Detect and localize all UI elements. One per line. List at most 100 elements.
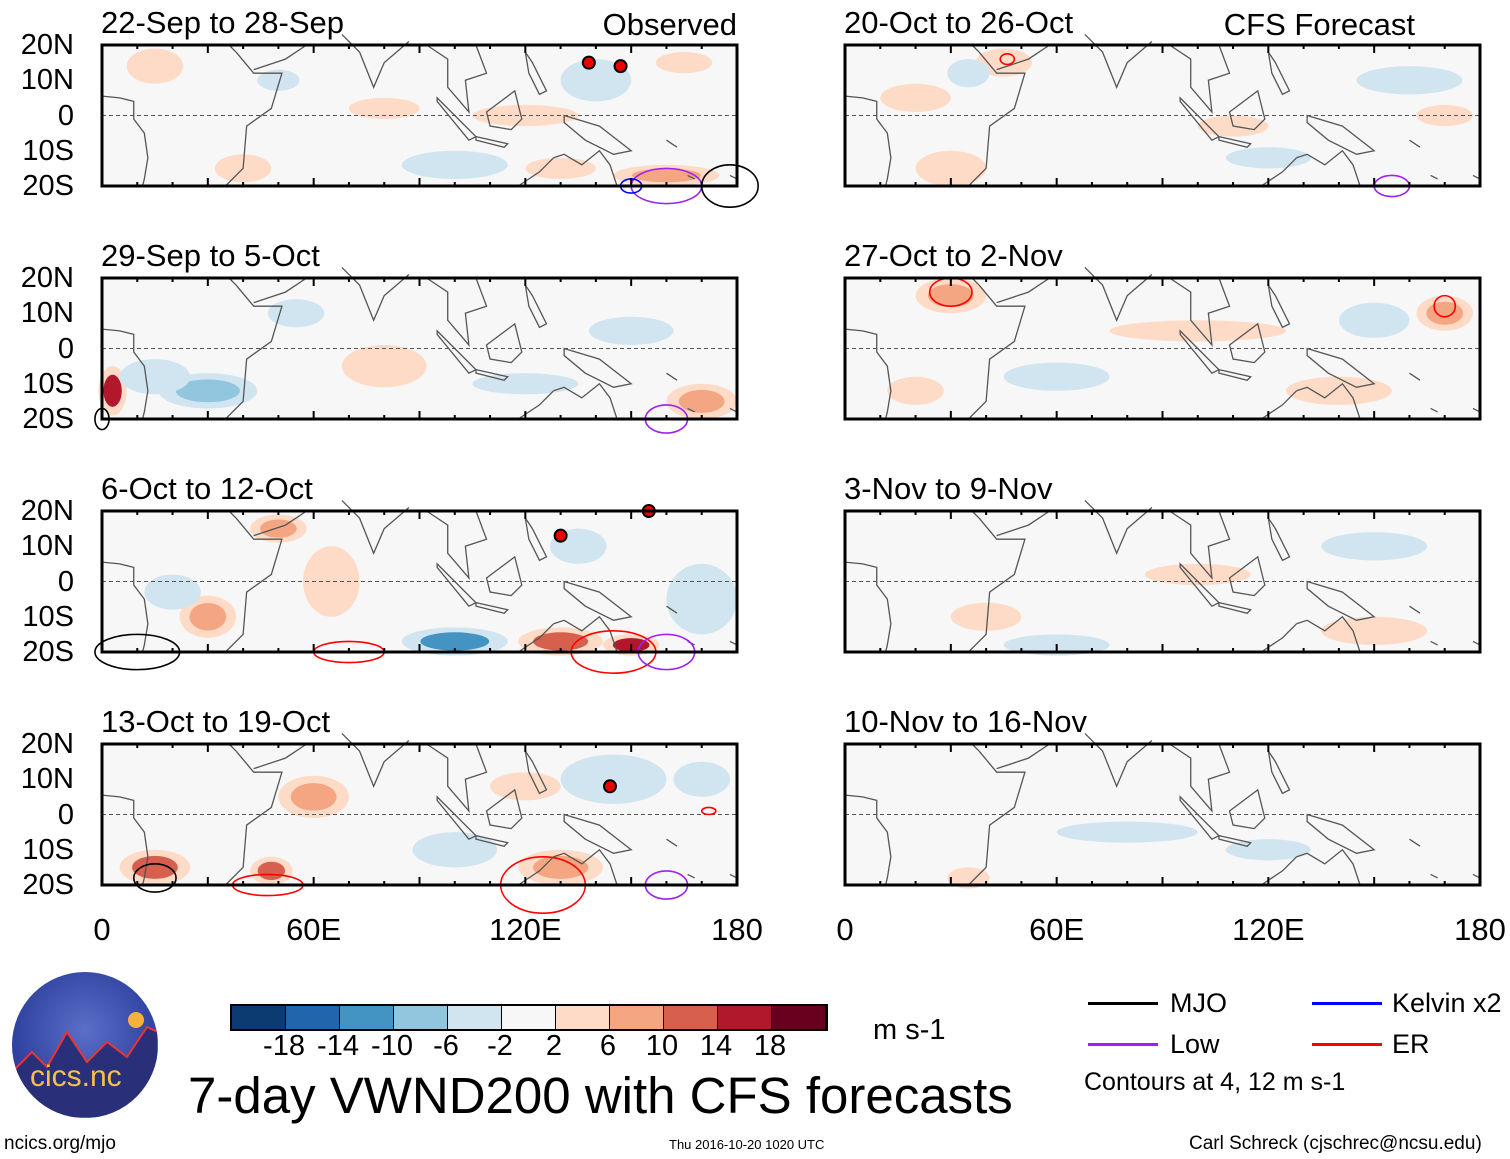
lon-tick-label: 60E <box>1029 912 1085 947</box>
map-panel <box>843 511 1482 656</box>
anomaly-shading <box>1321 532 1428 561</box>
coastline <box>564 349 631 388</box>
coastline <box>254 744 307 769</box>
er-contour <box>999 53 1016 66</box>
lat-tick-label: 10N <box>20 530 74 563</box>
anomaly-shading <box>257 69 300 91</box>
tropical-cyclone-icon <box>581 55 596 70</box>
coastline <box>1219 137 1251 148</box>
anomaly-shading <box>588 316 674 345</box>
coastline <box>554 617 618 652</box>
anomaly-shading <box>678 576 725 623</box>
map-panel <box>100 45 759 208</box>
anomaly-shading <box>257 861 286 881</box>
anomaly-shading <box>1356 66 1463 95</box>
coastline <box>564 116 631 155</box>
coastline <box>1307 349 1374 388</box>
legend-line-er <box>1312 1043 1382 1046</box>
lat-tick-label: 10S <box>22 134 74 167</box>
coastline <box>1307 582 1374 621</box>
anomaly-shading <box>678 389 725 413</box>
anomaly-shading <box>915 150 987 186</box>
coastline <box>487 91 522 130</box>
coastline <box>666 839 677 846</box>
anomaly-shading <box>189 603 227 631</box>
coastline <box>437 331 476 373</box>
coastline <box>1431 175 1438 179</box>
coastline <box>427 511 487 578</box>
lon-tick-label: 120E <box>1232 912 1305 947</box>
coastline <box>666 140 677 147</box>
coastline <box>554 151 618 186</box>
coastline <box>1268 52 1289 94</box>
coastline <box>102 96 148 186</box>
anomaly-shading <box>131 855 178 879</box>
coastline <box>1180 797 1219 839</box>
coastline <box>225 52 281 186</box>
coastline <box>487 324 522 363</box>
lat-tick-label: 20N <box>20 728 74 760</box>
lat-tick-label: 20S <box>22 869 74 901</box>
anomaly-shading <box>572 66 619 94</box>
lat-tick-label: 0 <box>57 332 74 365</box>
anomaly-shading <box>1056 821 1198 843</box>
coastline <box>1307 116 1374 155</box>
tropical-cyclone-icon <box>553 528 568 543</box>
tropical-cyclone-icon <box>603 779 617 794</box>
er-contour <box>700 806 717 816</box>
coastline <box>564 815 631 854</box>
map-panel <box>843 744 1482 889</box>
map-panel <box>843 278 1482 419</box>
coastline <box>666 606 677 613</box>
anomaly-shading <box>673 761 730 797</box>
lat-tick-label: 20S <box>22 636 74 668</box>
coastline <box>1409 606 1420 613</box>
coastline <box>1409 140 1420 147</box>
coastline <box>845 96 891 186</box>
anomaly-shading <box>947 59 990 88</box>
anomaly-shading <box>490 772 561 801</box>
anomaly-shading <box>950 602 1022 631</box>
coastline <box>997 45 1050 70</box>
anomaly-shading <box>427 838 483 862</box>
lat-tick-label: 20S <box>22 170 74 202</box>
colorbar-units: m s-1 <box>873 1014 946 1046</box>
coastline <box>997 511 1050 536</box>
lon-tick-label: 0 <box>836 912 854 947</box>
colorbar-label: -14 <box>317 1030 359 1062</box>
lat-tick-label: 0 <box>57 798 74 831</box>
lat-tick-label: 10N <box>20 64 74 97</box>
anomaly-shading <box>632 168 701 183</box>
anomaly-shading <box>1416 104 1473 127</box>
anomaly-shading <box>927 284 974 308</box>
coastline <box>476 137 508 148</box>
anomaly-shading <box>975 48 1032 77</box>
coastline <box>1180 331 1219 373</box>
legend-label-low: Low <box>1170 1029 1220 1059</box>
panel-title: 13-Oct to 19-Oct <box>101 704 331 739</box>
figure-title: 7-day VWND200 with CFS forecasts <box>188 1067 1013 1124</box>
panel-title: 10-Nov to 16-Nov <box>844 704 1087 739</box>
coastline <box>1219 836 1251 847</box>
lat-tick-label: 10S <box>22 833 74 866</box>
coastline <box>666 373 677 380</box>
coastline <box>225 285 281 419</box>
colorbar-swatch <box>502 1006 556 1029</box>
coastline <box>1268 518 1289 560</box>
coastline <box>1170 511 1230 578</box>
colorbar-swatch <box>232 1006 286 1029</box>
colorbar-label: -2 <box>487 1030 513 1062</box>
lat-tick-label: 20N <box>20 29 74 61</box>
anomaly-shading <box>260 519 297 538</box>
coastline <box>1409 839 1420 846</box>
anomaly-shading <box>303 546 360 617</box>
anomaly-shading <box>1338 302 1410 338</box>
tropical-cyclone-icon <box>613 59 628 74</box>
colorbar <box>230 1004 828 1031</box>
footer-url[interactable]: ncics.org/mjo <box>4 1133 116 1154</box>
coastline <box>1170 278 1230 345</box>
colorbar-label: 14 <box>699 1030 733 1062</box>
coastline <box>968 518 1024 652</box>
lon-tick-label: 180 <box>711 912 763 947</box>
